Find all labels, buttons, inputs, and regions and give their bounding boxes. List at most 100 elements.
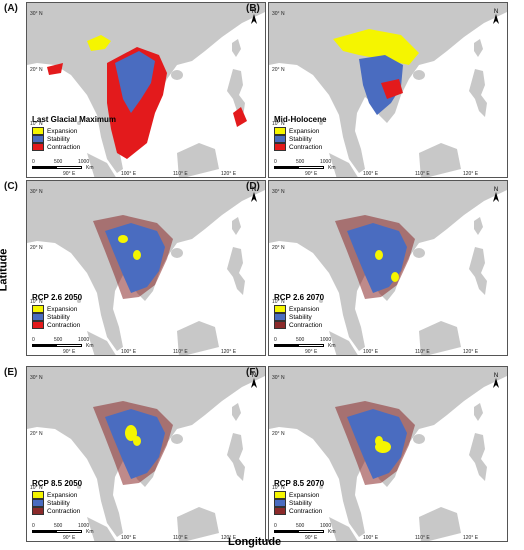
- longitude-tick: 110° E: [415, 171, 430, 177]
- legend-label: Contraction: [289, 321, 323, 329]
- legend-item-stability: Stability: [32, 135, 80, 143]
- map-panel-d: RCP 2.6 2070 Expansion Stability Contractio…: [268, 180, 508, 356]
- north-arrow-icon: N: [249, 371, 259, 389]
- longitude-tick: 100° E: [363, 535, 379, 541]
- island-hainan: [171, 70, 183, 80]
- scale-bar: 0 500 1000 Km: [274, 523, 344, 535]
- legend-item-contraction: Contraction: [274, 321, 322, 329]
- scale-label: 1000: [320, 159, 332, 165]
- north-arrow-icon: N: [491, 371, 501, 389]
- legend-label: Contraction: [47, 507, 81, 515]
- latitude-tick: 20° N: [30, 245, 43, 251]
- legend-item-expansion: Expansion: [32, 127, 80, 135]
- legend: Expansion Stability Contraction: [32, 305, 80, 329]
- scale-bar-segment: [32, 530, 56, 533]
- island-taiwan: [474, 39, 483, 57]
- legend-swatch: [274, 127, 286, 135]
- scale-bar-segment: [298, 166, 324, 169]
- legend-label: Expansion: [47, 305, 78, 313]
- island-hainan: [413, 248, 425, 258]
- legend-item-expansion: Expansion: [274, 305, 322, 313]
- legend-swatch: [274, 143, 286, 151]
- range-stability: [115, 51, 155, 113]
- scale-label: 500: [54, 159, 63, 165]
- panel-label: (B): [246, 3, 260, 14]
- x-axis-title: Longitude: [228, 536, 282, 548]
- range-expansion-secondary: [133, 436, 141, 446]
- scale-label: 0: [274, 523, 277, 529]
- island-hainan: [413, 70, 425, 80]
- longitude-tick: 90° E: [63, 349, 76, 355]
- map-panel-c: RCP 2.6 2050 Expansion Stability Contractio…: [26, 180, 266, 356]
- legend-label: Expansion: [289, 305, 320, 313]
- scale-label: 500: [296, 337, 305, 343]
- scenario-title: Mid-Holocene: [274, 115, 327, 124]
- island-taiwan: [232, 39, 241, 57]
- scale-label: 1000: [320, 523, 332, 529]
- island-sumatra: [329, 517, 358, 541]
- legend: Expansion Stability Contraction: [32, 491, 80, 515]
- latitude-tick: 10° N: [272, 299, 285, 305]
- legend-label: Contraction: [47, 321, 81, 329]
- scale-unit: Km: [328, 343, 336, 349]
- scale-label: 500: [296, 523, 305, 529]
- latitude-tick: 30° N: [272, 11, 285, 17]
- latitude-tick: 10° N: [272, 485, 285, 491]
- latitude-tick: 20° N: [272, 245, 285, 251]
- island-andaman: [77, 485, 81, 489]
- panel-label: (A): [4, 3, 18, 14]
- longitude-tick: 110° E: [415, 349, 430, 355]
- island-taiwan: [474, 217, 483, 235]
- scenario-title: RCP 8.5 2070: [274, 479, 325, 488]
- island-andaman: [319, 299, 323, 303]
- latitude-tick: 10° N: [30, 485, 43, 491]
- longitude-tick: 90° E: [305, 171, 318, 177]
- longitude-tick: 90° E: [305, 349, 318, 355]
- scale-label: 500: [296, 159, 305, 165]
- map-canvas: [269, 3, 507, 177]
- north-arrow-icon: N: [491, 185, 501, 203]
- legend: Expansion Stability Contraction: [274, 491, 322, 515]
- north-arrow-icon: N: [249, 185, 259, 203]
- legend-swatch: [32, 321, 44, 329]
- island-borneo: [419, 143, 461, 177]
- latitude-tick: 10° N: [30, 299, 43, 305]
- legend-swatch: [32, 135, 44, 143]
- legend-label: Expansion: [47, 127, 78, 135]
- scenario-title: RCP 8.5 2050: [32, 479, 83, 488]
- scale-label: 500: [54, 337, 63, 343]
- longitude-tick: 100° E: [121, 349, 137, 355]
- map-panel-f: RCP 8.5 2070 Expansion Stability Contractio…: [268, 366, 508, 542]
- legend-item-expansion: Expansion: [274, 127, 322, 135]
- island-borneo: [177, 507, 219, 541]
- island-philippines: [469, 69, 487, 117]
- legend-item-expansion: Expansion: [32, 305, 80, 313]
- panel-label: (D): [246, 181, 260, 192]
- scale-unit: Km: [328, 165, 336, 171]
- legend-swatch: [32, 313, 44, 321]
- scale-unit: Km: [86, 343, 94, 349]
- longitude-tick: 90° E: [63, 535, 76, 541]
- latitude-tick: 20° N: [30, 431, 43, 437]
- legend-label: Stability: [47, 499, 70, 507]
- legend-item-expansion: Expansion: [274, 491, 322, 499]
- island-philippines: [227, 433, 245, 481]
- longitude-tick: 120° E: [463, 349, 479, 355]
- latitude-tick: 30° N: [272, 189, 285, 195]
- scale-bar-segment: [274, 166, 298, 169]
- longitude-tick: 100° E: [121, 535, 137, 541]
- island-sumatra: [329, 331, 358, 355]
- legend-swatch: [274, 313, 286, 321]
- legend-swatch: [32, 127, 44, 135]
- map-panel-a: Last Glacial Maximum Expansion Stability Co…: [26, 2, 266, 178]
- island-philippines: [227, 69, 245, 117]
- latitude-tick: 30° N: [30, 189, 43, 195]
- longitude-tick: 110° E: [415, 535, 430, 541]
- legend-item-contraction: Contraction: [32, 143, 80, 151]
- latitude-tick: 10° N: [272, 121, 285, 127]
- legend-label: Expansion: [289, 127, 320, 135]
- panel-label: (F): [246, 367, 259, 378]
- legend-swatch: [274, 491, 286, 499]
- legend-swatch: [32, 143, 44, 151]
- legend-label: Contraction: [289, 143, 323, 151]
